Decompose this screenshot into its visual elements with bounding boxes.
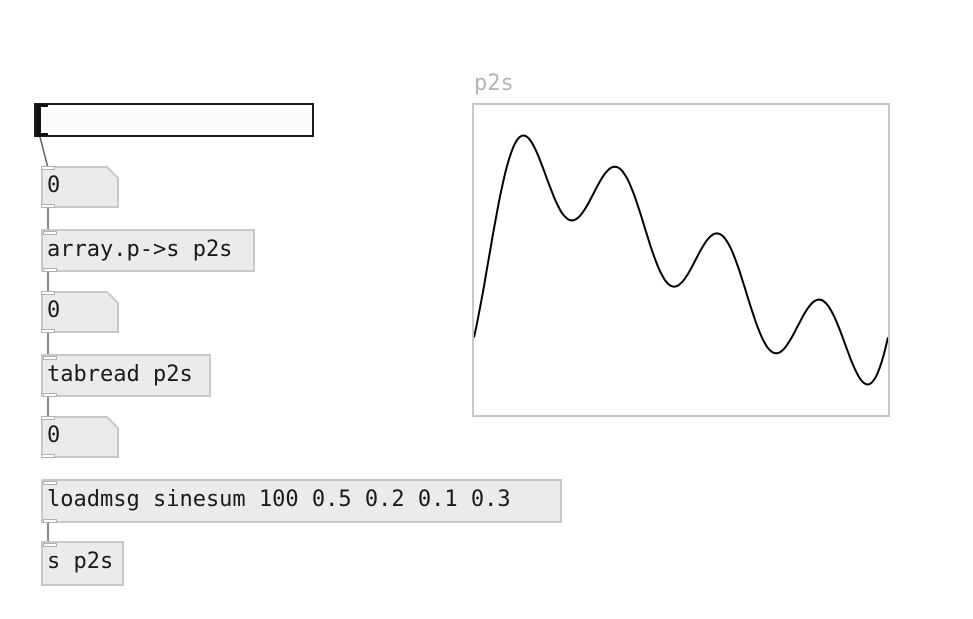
slider-knob[interactable] xyxy=(36,104,48,136)
tabread-object[interactable]: tabread p2s xyxy=(41,354,211,397)
cord-slider-to-num1 xyxy=(39,136,49,169)
number-box-1[interactable]: 0 xyxy=(41,166,119,208)
inlet[interactable] xyxy=(43,356,57,360)
loadmsg-object-label: loadmsg sinesum 100 0.5 0.2 0.1 0.3 xyxy=(47,487,511,512)
array-graph[interactable] xyxy=(472,103,890,417)
number-box-1-value: 0 xyxy=(47,173,61,198)
outlet[interactable] xyxy=(41,329,55,333)
array-set-object-label: array.p->s p2s xyxy=(47,237,233,262)
outlet[interactable] xyxy=(41,454,55,458)
array-waveform-canvas xyxy=(473,134,889,386)
number-box-2-value: 0 xyxy=(47,298,61,323)
outlet[interactable] xyxy=(43,268,57,272)
send-object[interactable]: s p2s xyxy=(41,541,124,586)
tabread-object-label: tabread p2s xyxy=(47,362,193,387)
inlet[interactable] xyxy=(41,416,55,420)
send-object-label: s p2s xyxy=(47,549,114,574)
array-set-object[interactable]: array.p->s p2s xyxy=(41,229,255,272)
number-box-3[interactable]: 0 xyxy=(41,416,119,458)
number-box-2[interactable]: 0 xyxy=(41,291,119,333)
inlet[interactable] xyxy=(43,481,57,485)
array-waveform xyxy=(473,134,889,386)
inlet[interactable] xyxy=(43,231,57,235)
number-box-frame xyxy=(41,166,119,208)
inlet[interactable] xyxy=(41,166,55,170)
inlet[interactable] xyxy=(41,291,55,295)
number-box-3-value: 0 xyxy=(47,423,61,448)
number-box-frame xyxy=(41,291,119,333)
outlet[interactable] xyxy=(41,204,55,208)
graph-title: p2s xyxy=(474,71,514,96)
number-box-frame xyxy=(41,416,119,458)
outlet[interactable] xyxy=(43,393,57,397)
horizontal-slider[interactable] xyxy=(34,103,314,137)
outlet[interactable] xyxy=(43,519,57,523)
loadmsg-object[interactable]: loadmsg sinesum 100 0.5 0.2 0.1 0.3 xyxy=(41,479,562,523)
inlet[interactable] xyxy=(43,543,57,547)
